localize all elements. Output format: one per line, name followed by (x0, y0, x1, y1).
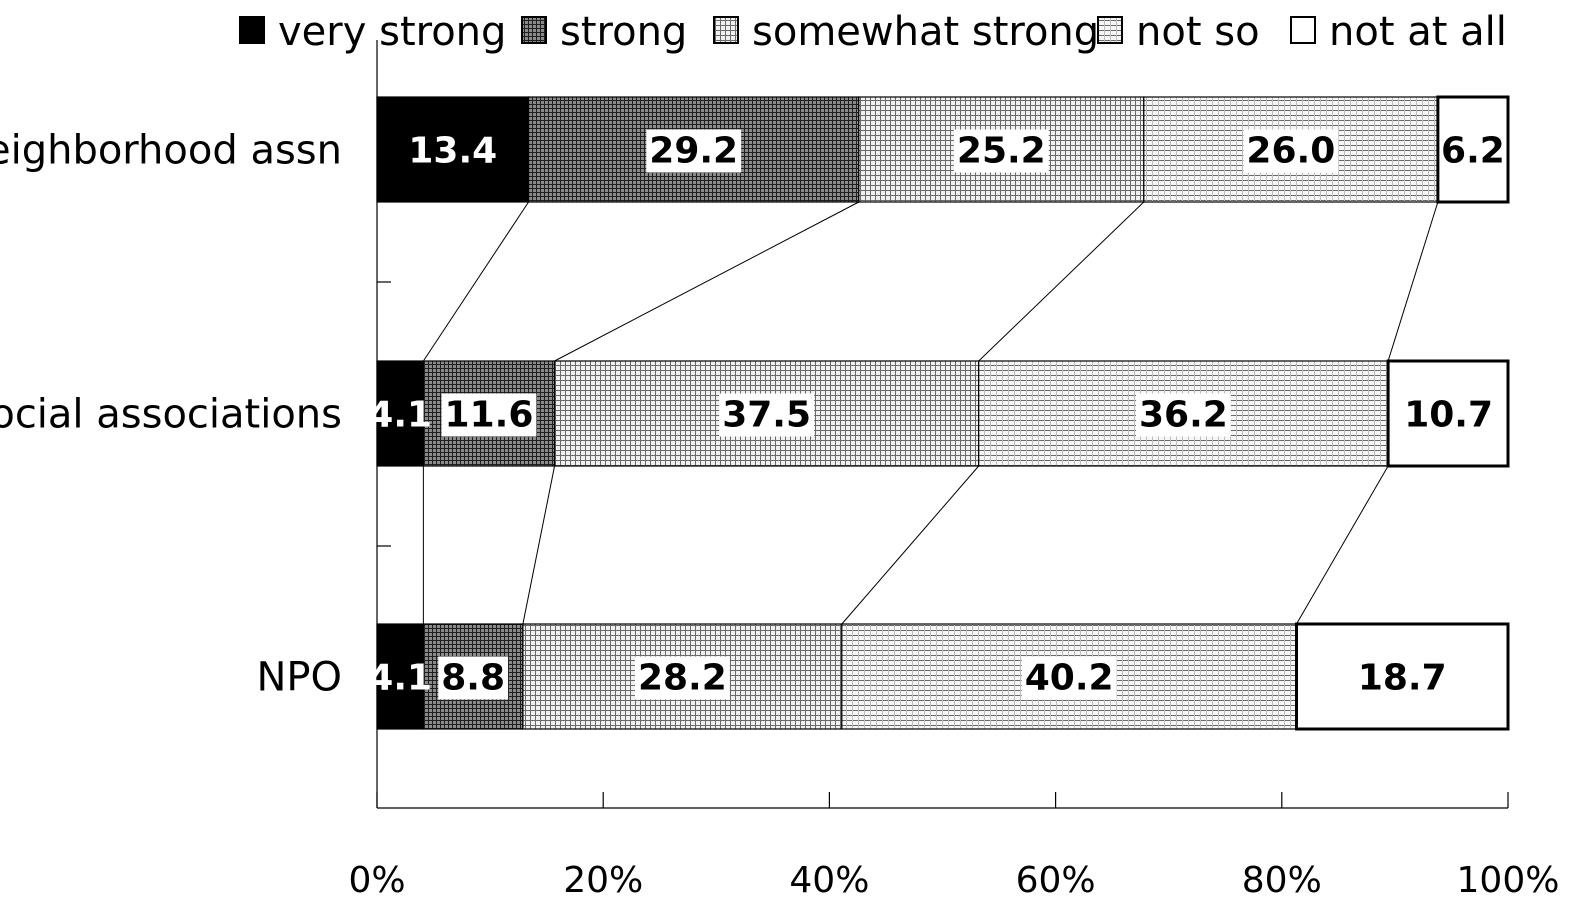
legend-item-strong: strong (521, 9, 687, 55)
data-label-neighborhood-assn-not-so: 26.0 (1243, 129, 1339, 173)
data-label-text: 28.2 (638, 658, 727, 699)
x-tick-label: 60% (1016, 860, 1096, 900)
data-label-social-associations-strong: 11.6 (441, 393, 537, 437)
data-label-background (1021, 656, 1117, 700)
category-label-social-associations: social associations (0, 392, 342, 438)
bar-social-associations-not-at-all (1386, 359, 1510, 468)
legend-label: strong (560, 9, 687, 55)
legend-item-not-so: not so (1097, 9, 1260, 55)
data-label-background (438, 656, 509, 700)
legend-item-somewhat-strong: somewhat strong (713, 9, 1099, 55)
series-lines (422, 201, 1439, 625)
data-label-text: 10.7 (1404, 395, 1493, 436)
data-label-text: 4.1 (368, 658, 432, 699)
data-label-text: 6.2 (1441, 131, 1505, 172)
data-label-neighborhood-assn-very-strong: 13.4 (408, 131, 497, 172)
data-label-social-associations-not-so: 36.2 (1135, 393, 1231, 437)
series-line (422, 201, 529, 362)
data-label-npo-strong: 8.8 (438, 656, 509, 700)
series-line (978, 201, 1145, 362)
bars (376, 95, 1510, 731)
data-label-background (719, 393, 815, 437)
x-tick-label: 80% (1242, 860, 1322, 900)
data-label-text: 40.2 (1025, 658, 1114, 699)
data-label-text: 8.8 (441, 658, 505, 699)
series-line (522, 465, 556, 625)
data-label-background (441, 393, 537, 437)
data-label-neighborhood-assn-strong: 29.2 (646, 129, 742, 173)
data-label-background (634, 656, 730, 700)
legend-item-very-strong: very strong (239, 9, 506, 55)
data-label-text: 36.2 (1139, 395, 1228, 436)
legend-swatch (239, 16, 265, 44)
bar-neighborhood-assn-not-at-all (1436, 95, 1510, 204)
data-label-background (1243, 129, 1339, 173)
x-tick-label: 40% (789, 860, 869, 900)
data-label-text: 37.5 (722, 395, 811, 436)
x-tick-label: 20% (563, 860, 643, 900)
data-label-npo-somewhat-strong: 28.2 (634, 656, 730, 700)
legend-label: very strong (278, 9, 506, 55)
data-label-npo-very-strong: 4.1 (368, 658, 432, 699)
legend-label: somewhat strong (752, 9, 1099, 55)
legend-item-not-at-all: not at all (1290, 9, 1507, 55)
series-line (1296, 465, 1389, 625)
data-label-text: 18.7 (1358, 658, 1447, 699)
legend-swatch (521, 16, 547, 44)
legend: very strong strong somewhat strong not so no… (239, 9, 1507, 55)
data-label-text: 4.1 (368, 395, 432, 436)
data-label-social-associations-not-at-all: 10.7 (1404, 395, 1493, 436)
bar-npo-not-at-all (1295, 622, 1510, 731)
data-label-text: 13.4 (408, 131, 497, 172)
category-label-neighborhood-assn: neighborhood assn (0, 128, 342, 174)
legend-swatch (713, 16, 739, 44)
data-label-background (646, 129, 742, 173)
data-label-background (1135, 393, 1231, 437)
data-label-text: 29.2 (649, 131, 738, 172)
legend-label: not so (1136, 9, 1260, 55)
bar-neighborhood-assn-very-strong (376, 96, 530, 203)
data-label-text: 25.2 (957, 131, 1046, 172)
legend-swatch (1290, 16, 1316, 44)
data-label-npo-not-at-all: 18.7 (1358, 658, 1447, 699)
series-line (554, 201, 860, 362)
data-label-neighborhood-assn-somewhat-strong: 25.2 (953, 129, 1049, 173)
axes: 0% 20% 40% 60% 80% 100% neighborhood assn socia… (0, 40, 1559, 900)
data-label-text: 11.6 (445, 395, 534, 436)
legend-label: not at all (1329, 9, 1507, 55)
legend-swatch (1097, 16, 1123, 44)
x-tick-label: 100% (1457, 860, 1560, 900)
data-label-background (953, 129, 1049, 173)
data-labels: 13.4 29.2 25.2 26.0 6.2 4.1 11.6 37.5 36.2 10.7 4.… (368, 129, 1505, 700)
category-label-npo: NPO (256, 655, 342, 701)
data-label-social-associations-very-strong: 4.1 (368, 395, 432, 436)
data-label-npo-not-so: 40.2 (1021, 656, 1117, 700)
data-label-neighborhood-assn-not-at-all: 6.2 (1441, 131, 1505, 172)
data-label-text: 26.0 (1246, 131, 1335, 172)
data-label-social-associations-somewhat-strong: 37.5 (719, 393, 815, 437)
x-tick-label: 0% (348, 860, 405, 900)
series-line (841, 465, 980, 625)
series-line (1387, 201, 1439, 362)
